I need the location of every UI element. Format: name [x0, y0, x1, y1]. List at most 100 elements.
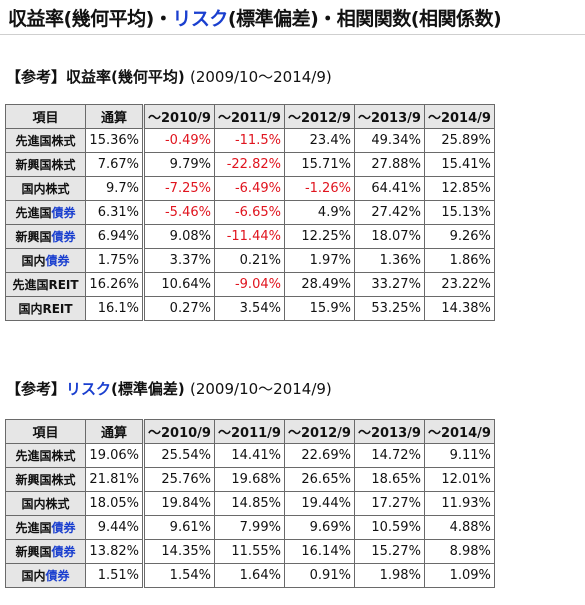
row-label-text: 先進国	[15, 521, 52, 535]
risk-table: 項目 通算 〜2010/9 〜2011/9 〜2012/9 〜2013/9 〜2014/9 …	[5, 419, 495, 588]
table-cell: -11.5%	[213, 128, 285, 153]
row-label: 先進国債券	[5, 200, 86, 225]
row-label: 新興国株式	[5, 152, 86, 177]
table-cell: 11.55%	[213, 539, 285, 564]
row-label-text: 新興国株式	[15, 473, 76, 487]
table-cell: 15.13%	[423, 200, 495, 225]
row-label-text: 先進国株式	[15, 449, 76, 463]
row-label: 先進国株式	[5, 128, 86, 153]
table-row: 新興国株式 21.81% 25.76% 19.68% 26.65% 18.65% 12.01…	[5, 467, 495, 492]
table-cell: 19.68%	[213, 467, 285, 492]
table-cell: -6.49%	[213, 176, 285, 201]
table-cell: -5.46%	[142, 200, 215, 225]
row-label-text: 国内	[21, 254, 46, 268]
table-cell: 19.44%	[283, 491, 355, 516]
table-cell: 0.91%	[283, 563, 355, 588]
table-cell: 15.27%	[353, 539, 425, 564]
table-cell: 12.01%	[423, 467, 495, 492]
page-title-part1: 収益率(幾何平均)・	[8, 8, 173, 30]
table-cell: -1.26%	[283, 176, 355, 201]
table-cell: 9.44%	[85, 515, 144, 540]
table-row: 国内債券 1.75% 3.37% 0.21% 1.97% 1.36% 1.86%	[5, 248, 495, 273]
table-cell: 23.22%	[423, 272, 495, 297]
row-label: 先進国株式	[5, 443, 86, 468]
section-heading-prefix: 【参考】	[6, 380, 67, 398]
table-row: 先進国株式 15.36% -0.49% -11.5% 23.4% 49.34% 25.89%	[5, 128, 495, 153]
column-header: 〜2010/9	[142, 104, 215, 129]
row-label: 国内債券	[5, 563, 86, 588]
table-row: 新興国債券 13.82% 14.35% 11.55% 16.14% 15.27% 8.98%	[5, 539, 495, 564]
row-label-link[interactable]: 債券	[51, 206, 76, 220]
section-heading-risk-link[interactable]: リスク	[66, 380, 112, 398]
column-header: 〜2014/9	[423, 419, 495, 444]
row-label-text: 先進国株式	[15, 134, 76, 148]
table-cell: 18.05%	[85, 491, 144, 516]
table-cell: 22.69%	[283, 443, 355, 468]
table-cell: 9.26%	[423, 224, 495, 249]
table-cell: 16.14%	[283, 539, 355, 564]
row-label: 先進国REIT	[5, 272, 86, 297]
table-cell: 15.9%	[283, 296, 355, 321]
table-cell: 1.64%	[213, 563, 285, 588]
table-row: 先進国株式 19.06% 25.54% 14.41% 22.69% 14.72% 9.11%	[5, 443, 495, 468]
row-label: 新興国債券	[5, 224, 86, 249]
column-header: 〜2011/9	[213, 419, 285, 444]
table-cell: 23.4%	[283, 128, 355, 153]
section-heading-risk: 【参考】リスク(標準偏差) (2009/10〜2014/9)	[6, 378, 332, 399]
table-cell: 9.79%	[142, 152, 215, 177]
column-header: 通算	[85, 104, 144, 129]
row-label: 先進国債券	[5, 515, 86, 540]
page-title-part3: (標準偏差)・相関関数(相関係数)	[227, 8, 502, 30]
table-row: 新興国債券 6.94% 9.08% -11.44% 12.25% 18.07% 9.26%	[5, 224, 495, 249]
table-cell: 12.25%	[283, 224, 355, 249]
table-cell: 10.59%	[353, 515, 425, 540]
row-label-text: 新興国	[15, 230, 52, 244]
row-label-text: 先進国	[15, 206, 52, 220]
table-cell: 14.72%	[353, 443, 425, 468]
row-label-link[interactable]: 債券	[51, 521, 76, 535]
table-cell: 14.35%	[142, 539, 215, 564]
table-cell: 1.75%	[85, 248, 144, 273]
row-label-text: 新興国	[15, 545, 52, 559]
table-cell: 15.41%	[423, 152, 495, 177]
table-cell: -9.04%	[213, 272, 285, 297]
table-cell: -22.82%	[213, 152, 285, 177]
row-label-link[interactable]: 債券	[51, 230, 76, 244]
page-title-risk-link[interactable]: リスク	[172, 8, 228, 30]
table-cell: 33.27%	[353, 272, 425, 297]
row-label-link[interactable]: 債券	[45, 569, 70, 583]
table-cell: 25.89%	[423, 128, 495, 153]
table-cell: 1.51%	[85, 563, 144, 588]
table-cell: 0.21%	[213, 248, 285, 273]
section-heading-prefix: 【参考】	[6, 68, 67, 86]
table-cell: 1.36%	[353, 248, 425, 273]
section-heading-main: 収益率(幾何平均)	[66, 68, 185, 86]
table-cell: 6.31%	[85, 200, 144, 225]
table-cell: 15.71%	[283, 152, 355, 177]
table-cell: 7.99%	[213, 515, 285, 540]
table-cell: 12.85%	[423, 176, 495, 201]
column-header: 通算	[85, 419, 144, 444]
table-row: 先進国債券 9.44% 9.61% 7.99% 9.69% 10.59% 4.88%	[5, 515, 495, 540]
returns-table: 項目 通算 〜2010/9 〜2011/9 〜2012/9 〜2013/9 〜2014/9 …	[5, 104, 495, 321]
row-label-link[interactable]: 債券	[51, 545, 76, 559]
row-label: 国内REIT	[5, 296, 86, 321]
table-cell: 27.88%	[353, 152, 425, 177]
table-cell: -11.44%	[213, 224, 285, 249]
column-header: 〜2012/9	[283, 419, 355, 444]
table-cell: 14.41%	[213, 443, 285, 468]
title-divider	[0, 34, 585, 35]
row-label-text: 先進国REIT	[12, 278, 79, 292]
column-header: 〜2014/9	[423, 104, 495, 129]
column-header: 〜2010/9	[142, 419, 215, 444]
row-label-text: 国内株式	[21, 182, 70, 196]
table-cell: 1.54%	[142, 563, 215, 588]
table-cell: 15.36%	[85, 128, 144, 153]
section-period: (2009/10〜2014/9)	[189, 68, 332, 86]
column-header-item: 項目	[5, 104, 86, 129]
column-header-item: 項目	[5, 419, 86, 444]
table-cell: 27.42%	[353, 200, 425, 225]
table-cell: 3.54%	[213, 296, 285, 321]
row-label-link[interactable]: 債券	[45, 254, 70, 268]
section-heading-returns: 【参考】収益率(幾何平均) (2009/10〜2014/9)	[6, 66, 332, 87]
